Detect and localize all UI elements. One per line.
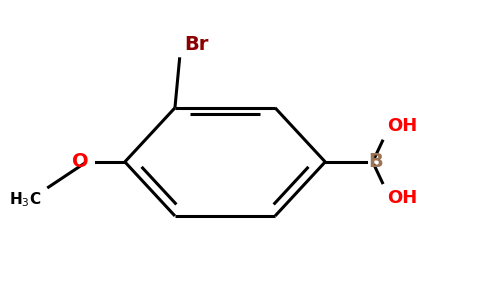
Text: H$_3$C: H$_3$C xyxy=(9,190,41,209)
Text: OH: OH xyxy=(387,189,418,207)
Text: B: B xyxy=(368,152,383,171)
Text: OH: OH xyxy=(387,117,418,135)
Text: O: O xyxy=(73,152,89,171)
Text: Br: Br xyxy=(184,35,209,54)
